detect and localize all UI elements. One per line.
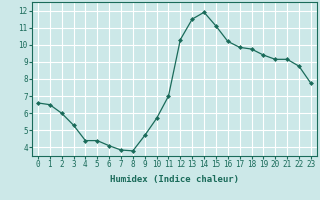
- X-axis label: Humidex (Indice chaleur): Humidex (Indice chaleur): [110, 175, 239, 184]
